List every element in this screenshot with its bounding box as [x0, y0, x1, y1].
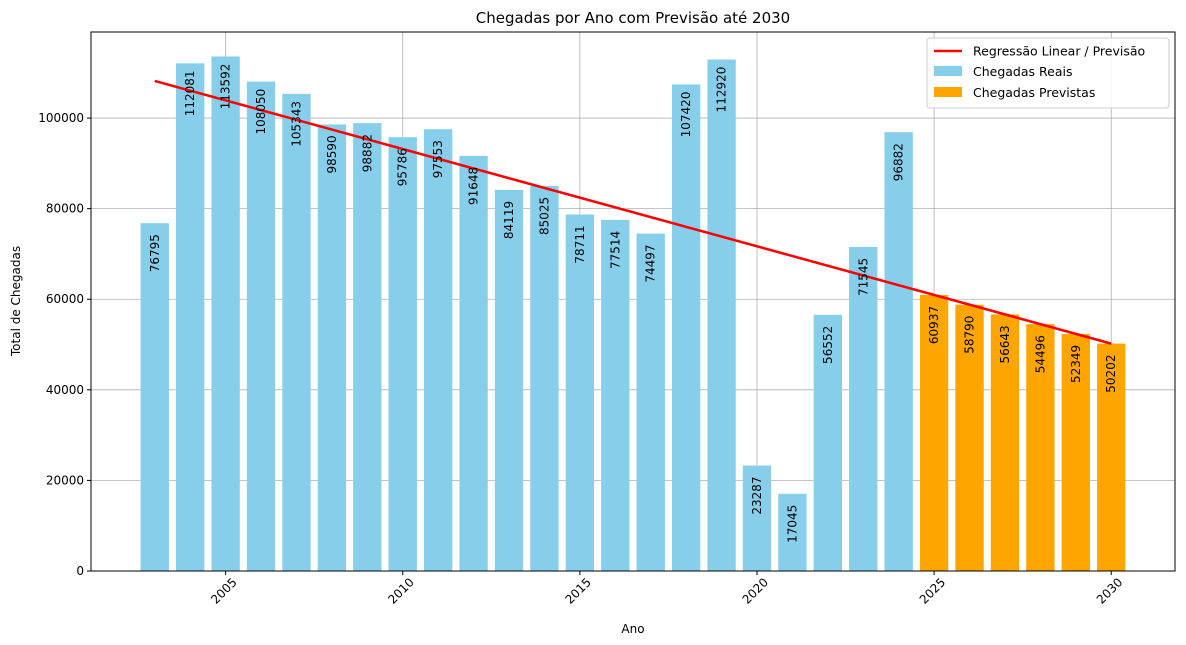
- legend: Regressão Linear / Previsão Chegadas Rea…: [926, 37, 1170, 109]
- bar-value-label: 56643: [998, 325, 1012, 363]
- x-axis-label: Ano: [621, 622, 644, 636]
- bar-value-label: 56552: [821, 326, 835, 364]
- bar: [388, 137, 417, 572]
- bar: [423, 129, 453, 572]
- bar-value-label: 97553: [431, 140, 445, 178]
- bar-value-label: 112081: [183, 70, 197, 116]
- y-tick-label: 100000: [38, 111, 84, 125]
- bar: [778, 493, 807, 571]
- bar: [530, 185, 559, 571]
- bar: [140, 223, 169, 571]
- bar: [246, 81, 276, 572]
- y-axis-label: Total de Chegadas: [9, 246, 23, 357]
- legend-label-forecast: Chegadas Previstas: [973, 85, 1095, 100]
- bar: [282, 93, 311, 571]
- y-tick-label: 0: [76, 564, 84, 578]
- bar: [990, 314, 1020, 571]
- bar: [636, 233, 665, 571]
- bar-value-label: 77514: [608, 231, 622, 269]
- bar: [813, 314, 843, 571]
- bar-value-label: 108050: [254, 89, 268, 135]
- bar: [1026, 324, 1055, 571]
- bar-value-label: 105343: [289, 101, 303, 147]
- legend-label-real: Chegadas Reais: [973, 64, 1072, 79]
- bar-value-label: 17045: [785, 505, 799, 543]
- bar: [919, 294, 949, 571]
- chart-title: Chegadas por Ano com Previsão até 2030: [476, 9, 790, 27]
- bar-value-label: 23287: [750, 476, 764, 514]
- plot-frame: [90, 31, 1176, 572]
- bar: [353, 123, 382, 571]
- bar-value-label: 98590: [325, 135, 339, 173]
- y-tick-label: 80000: [46, 202, 84, 216]
- bar-labels: 76795 112081 113592 108050 105343 98590 98882 9…: [148, 64, 1118, 543]
- bar: [211, 56, 240, 572]
- bar: [1097, 343, 1126, 571]
- bar: [601, 219, 630, 572]
- bar-value-label: 84119: [502, 201, 516, 239]
- bar-value-label: 52349: [1069, 345, 1083, 383]
- y-tick-label: 40000: [46, 383, 84, 397]
- bar-value-label: 113592: [219, 64, 233, 110]
- bars: [140, 56, 1126, 572]
- bar-value-label: 60937: [927, 306, 941, 344]
- legend-swatch-forecast: [934, 87, 962, 97]
- bar-value-label: 95786: [396, 148, 410, 186]
- legend-box: [926, 37, 1170, 109]
- bar: [671, 84, 701, 571]
- bar-value-label: 74497: [644, 244, 658, 282]
- bar-value-label: 58790: [963, 316, 977, 354]
- bar: [317, 124, 347, 571]
- bar-value-label: 107420: [679, 92, 693, 138]
- bar: [849, 246, 878, 571]
- bar-value-label: 91648: [467, 167, 481, 205]
- bar-value-label: 112920: [715, 67, 729, 113]
- regression-line-group: [154, 79, 1112, 345]
- bar: [707, 59, 736, 572]
- regression-line: [154, 79, 1112, 345]
- bar-value-label: 85025: [537, 197, 551, 235]
- bar-value-label: 54496: [1033, 335, 1047, 373]
- y-tick-label: 60000: [46, 292, 84, 306]
- bar-value-label: 98882: [360, 134, 374, 172]
- legend-label-regression: Regressão Linear / Previsão: [973, 44, 1145, 59]
- bar-value-label: 96882: [892, 143, 906, 181]
- bar-value-label: 76795: [148, 234, 162, 272]
- bar-value-label: 50202: [1104, 355, 1118, 393]
- bar: [176, 63, 205, 572]
- bar: [884, 132, 913, 572]
- bar: [1061, 333, 1090, 571]
- bar: [494, 189, 524, 571]
- bar-value-label: 78711: [573, 225, 587, 263]
- bar-value-label: 71545: [856, 258, 870, 296]
- bar: [459, 155, 488, 571]
- bar: [742, 465, 772, 571]
- y-tick-label: 20000: [46, 473, 84, 487]
- y-axis: 0 20000 40000 60000 80000 100000: [38, 111, 91, 578]
- bar: [955, 304, 984, 571]
- bar: [565, 214, 595, 571]
- legend-swatch-real: [934, 66, 962, 76]
